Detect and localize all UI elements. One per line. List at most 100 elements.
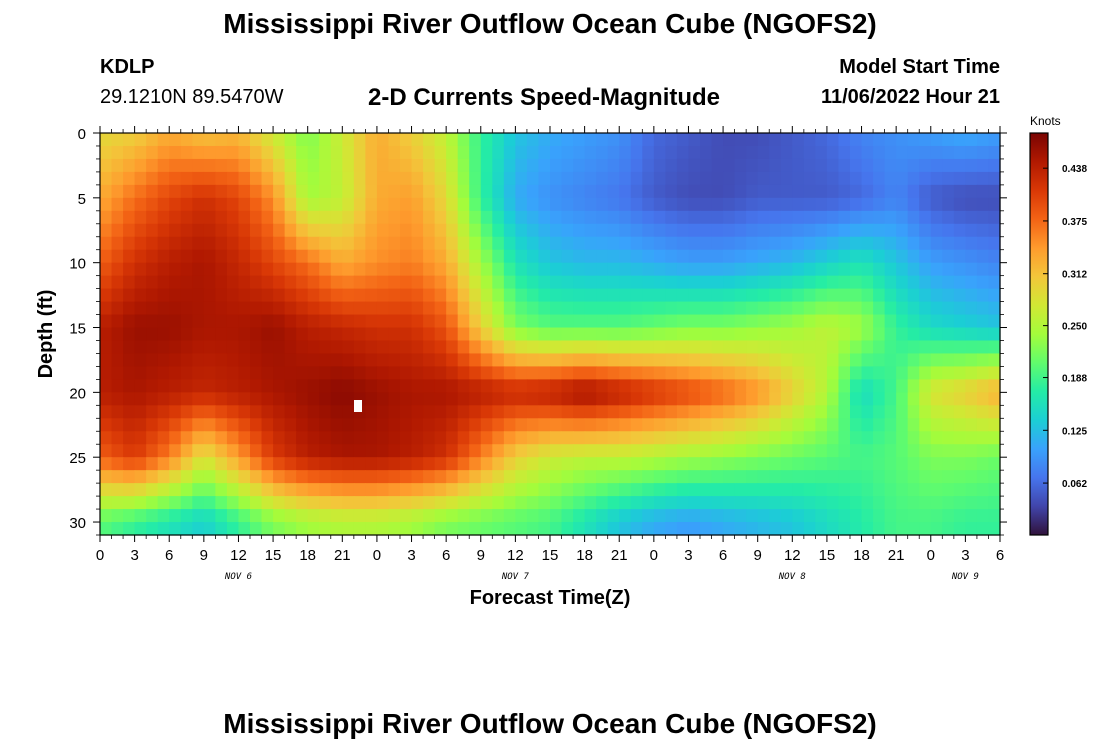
heatmap-cell: [723, 457, 736, 471]
heatmap-cell: [261, 483, 274, 497]
heatmap-cell: [630, 470, 643, 484]
heatmap-cell: [757, 288, 770, 303]
heatmap-cell: [342, 509, 355, 523]
heatmap-cell: [780, 431, 793, 445]
heatmap-cell: [769, 314, 782, 329]
heatmap-cell: [226, 262, 240, 277]
heatmap-cell: [411, 236, 424, 251]
heatmap-cell: [538, 431, 551, 445]
heatmap-cell: [538, 314, 551, 329]
heatmap-cell: [238, 327, 251, 342]
heatmap-cell: [584, 392, 597, 406]
heatmap-cell: [469, 418, 482, 432]
heatmap-cell: [988, 418, 1001, 432]
heatmap-cell: [180, 197, 193, 212]
heatmap-cell: [792, 340, 805, 355]
heatmap-cell: [838, 405, 851, 419]
heatmap-cell: [873, 522, 886, 536]
heatmap-cell: [319, 418, 332, 432]
heatmap-cell: [734, 379, 747, 393]
heatmap-cell: [630, 223, 643, 238]
heatmap-cell: [723, 262, 736, 277]
heatmap-cell: [434, 405, 447, 419]
heatmap-cell: [538, 171, 551, 186]
heatmap-cell: [400, 249, 413, 264]
heatmap-cell: [734, 314, 747, 329]
heatmap-cell: [284, 405, 297, 419]
heatmap-cell: [342, 470, 355, 484]
heatmap-cell: [134, 457, 147, 471]
heatmap-cell: [226, 353, 240, 368]
heatmap-cell: [976, 327, 990, 342]
heatmap-cell: [838, 509, 851, 523]
heatmap-cell: [284, 444, 297, 458]
heatmap-cell: [850, 405, 863, 419]
heatmap-cell: [896, 275, 909, 290]
heatmap-cell: [503, 262, 516, 277]
heatmap-cell: [965, 236, 978, 251]
heatmap-cell: [388, 184, 401, 199]
heatmap-cell: [653, 405, 666, 419]
heatmap-cell: [792, 418, 805, 432]
heatmap-cell: [746, 340, 759, 355]
heatmap-cell: [388, 210, 401, 225]
heatmap-cell: [815, 249, 828, 264]
heatmap-cell: [400, 340, 413, 355]
heatmap-cell: [284, 288, 297, 303]
heatmap-cell: [988, 509, 1001, 523]
heatmap-cell: [815, 275, 828, 290]
heatmap-cell: [803, 249, 816, 264]
heatmap-cell: [169, 158, 182, 173]
heatmap-cell: [376, 470, 390, 484]
heatmap-cell: [238, 405, 251, 419]
heatmap-cell: [353, 470, 366, 484]
heatmap-cell: [953, 158, 966, 173]
heatmap-cell: [896, 392, 909, 406]
heatmap-cell: [584, 184, 597, 199]
heatmap-cell: [169, 223, 182, 238]
heatmap-cell: [261, 366, 274, 380]
heatmap-cell: [307, 210, 320, 225]
heatmap-cell: [988, 470, 1001, 484]
heatmap-cell: [723, 327, 736, 342]
heatmap-cell: [284, 522, 297, 536]
heatmap-cell: [284, 340, 297, 355]
heatmap-cell: [642, 288, 655, 303]
heatmap-cell: [319, 223, 332, 238]
heatmap-cell: [226, 457, 240, 471]
heatmap-cell: [307, 379, 320, 393]
heatmap-cell: [526, 327, 540, 342]
heatmap-cell: [215, 171, 228, 186]
heatmap-cell: [688, 496, 701, 510]
heatmap-cell: [884, 236, 897, 251]
heatmap-cell: [573, 327, 586, 342]
heatmap-cell: [146, 470, 159, 484]
heatmap-cell: [365, 444, 378, 458]
heatmap-cell: [307, 483, 320, 497]
heatmap-cell: [700, 470, 713, 484]
heatmap-cell: [515, 236, 528, 251]
heatmap-cell: [965, 470, 978, 484]
heatmap-cell: [607, 262, 620, 277]
heatmap-cell: [250, 158, 263, 173]
heatmap-cell: [930, 184, 943, 199]
heatmap-cell: [769, 522, 782, 536]
heatmap-cell: [215, 275, 228, 290]
heatmap-cell: [296, 327, 309, 342]
heatmap-cell: [723, 379, 736, 393]
heatmap-cell: [226, 184, 240, 199]
x-tick-label: 21: [334, 547, 351, 564]
heatmap-cell: [792, 262, 805, 277]
heatmap-cell: [250, 405, 263, 419]
heatmap-cell: [284, 249, 297, 264]
heatmap-cell: [503, 392, 516, 406]
heatmap-cell: [480, 418, 493, 432]
heatmap-cell: [550, 418, 563, 432]
heatmap-cell: [146, 483, 159, 497]
heatmap-cell: [446, 353, 459, 368]
heatmap-cell: [457, 470, 470, 484]
heatmap-cell: [573, 366, 586, 380]
heatmap-cell: [965, 249, 978, 264]
heatmap-cell: [826, 171, 840, 186]
heatmap-cell: [746, 392, 759, 406]
